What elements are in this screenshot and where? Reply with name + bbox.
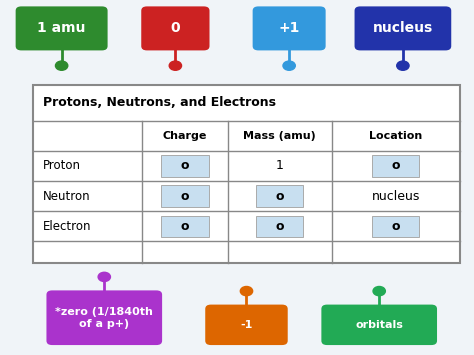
FancyBboxPatch shape <box>253 6 326 50</box>
Text: +1: +1 <box>278 21 300 36</box>
FancyBboxPatch shape <box>256 185 303 207</box>
Circle shape <box>373 286 385 296</box>
FancyBboxPatch shape <box>161 185 209 207</box>
Text: nucleus: nucleus <box>372 190 420 203</box>
FancyBboxPatch shape <box>141 6 210 50</box>
Circle shape <box>55 61 68 70</box>
Text: Electron: Electron <box>43 220 91 233</box>
Text: Neutron: Neutron <box>43 190 90 203</box>
Text: 1 amu: 1 amu <box>37 21 86 36</box>
Circle shape <box>169 61 182 70</box>
Text: o: o <box>392 220 400 233</box>
FancyBboxPatch shape <box>372 155 419 176</box>
FancyBboxPatch shape <box>256 215 303 237</box>
Circle shape <box>98 272 110 282</box>
FancyBboxPatch shape <box>161 215 209 237</box>
Text: 1: 1 <box>276 159 283 173</box>
Text: o: o <box>392 159 400 173</box>
Text: Protons, Neutrons, and Electrons: Protons, Neutrons, and Electrons <box>43 97 276 109</box>
Circle shape <box>240 286 253 296</box>
FancyBboxPatch shape <box>355 6 451 50</box>
Text: nucleus: nucleus <box>373 21 433 36</box>
Text: o: o <box>181 159 189 173</box>
Text: orbitals: orbitals <box>355 320 403 330</box>
Text: o: o <box>181 220 189 233</box>
Text: o: o <box>181 190 189 203</box>
Text: Location: Location <box>369 131 422 141</box>
Circle shape <box>397 61 409 70</box>
Bar <box>33 85 460 263</box>
Text: o: o <box>275 220 284 233</box>
FancyBboxPatch shape <box>161 155 209 176</box>
Text: Charge: Charge <box>163 131 207 141</box>
Text: 0: 0 <box>171 21 180 36</box>
Text: o: o <box>275 190 284 203</box>
FancyBboxPatch shape <box>321 305 437 345</box>
Text: *zero (1/1840th
of a p+): *zero (1/1840th of a p+) <box>55 307 153 328</box>
FancyBboxPatch shape <box>205 305 288 345</box>
Text: -1: -1 <box>240 320 253 330</box>
Circle shape <box>283 61 295 70</box>
FancyBboxPatch shape <box>372 215 419 237</box>
Text: Mass (amu): Mass (amu) <box>243 131 316 141</box>
Text: Proton: Proton <box>43 159 81 173</box>
FancyBboxPatch shape <box>16 6 108 50</box>
FancyBboxPatch shape <box>46 290 162 345</box>
